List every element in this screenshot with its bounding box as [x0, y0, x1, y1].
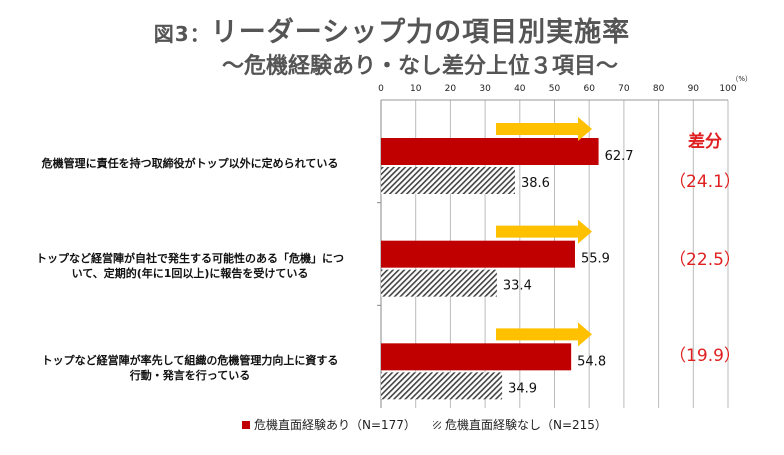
legend-swatch	[242, 421, 250, 429]
data-label: 38.6	[521, 176, 550, 191]
bar-series1	[381, 138, 599, 165]
unit-label: （%）	[731, 75, 752, 83]
difference-arrow	[496, 219, 592, 244]
category-label-line: トップなど経営陣が自社で発生する可能性のある「危機」につ	[36, 251, 344, 265]
data-label: 54.8	[577, 354, 606, 369]
legend-swatch	[433, 421, 441, 429]
x-tick-label: 70	[618, 84, 630, 94]
x-tick-label: 10	[410, 84, 422, 94]
category-label-line: 危機管理に責任を持つ取締役がトップ以外に定められている	[41, 156, 339, 170]
x-tick-label: 60	[583, 84, 595, 94]
category-label: トップなど経営陣が率先して組織の危機管理力向上に資する 行動・発言を行っている	[10, 353, 370, 383]
data-label: 62.7	[605, 149, 634, 164]
difference-arrow	[496, 117, 592, 141]
x-tick-label: 100	[719, 84, 736, 94]
x-tick-label: 80	[653, 84, 665, 94]
category-label-line: 行動・発言を行っている	[129, 369, 251, 383]
chart-subtitle: 〜危機経験あり・なし差分上位３項目〜	[221, 54, 618, 79]
diff-label: （22.5）	[669, 250, 741, 270]
x-tick-label: 0	[378, 84, 384, 94]
difference-arrow	[496, 322, 592, 347]
data-label: 55.9	[581, 252, 610, 267]
x-tick-label: 50	[549, 84, 561, 94]
data-label: 33.4	[503, 279, 532, 294]
title-text: リーダーシップ力の項目別実施率	[210, 17, 631, 48]
bar-series1	[381, 240, 575, 268]
x-tick-label: 90	[688, 84, 700, 94]
diff-header: 差分	[688, 132, 722, 152]
legend-item-series2: 危機直面経験なし（N=215）	[433, 416, 607, 433]
bar-series1	[381, 343, 572, 371]
chart-title: 図3：リーダーシップ力の項目別実施率	[0, 10, 784, 49]
category-label: 危機管理に責任を持つ取締役がトップ以外に定められている	[10, 156, 370, 171]
bar-series2	[381, 372, 503, 400]
x-tick-label: 20	[445, 84, 457, 94]
legend-label: 危機直面経験なし（N=215）	[445, 418, 607, 432]
x-tick-label: 40	[514, 84, 526, 94]
legend-item-series1: 危機直面経験あり（N=177）	[242, 416, 416, 433]
data-label: 34.9	[508, 381, 537, 396]
category-label-line: トップなど経営陣が率先して組織の危機管理力向上に資する	[41, 354, 339, 368]
x-tick-label: 30	[479, 84, 491, 94]
category-label: トップなど経営陣が自社で発生する可能性のある「危機」につ いて、定期的(年に1回以…	[10, 251, 370, 281]
figure-number: 図3：	[153, 22, 211, 46]
bar-series2	[381, 167, 515, 194]
legend-label: 危機直面経験あり（N=177）	[254, 418, 416, 432]
diff-label: （19.9）	[669, 346, 741, 366]
diff-label: （24.1）	[669, 172, 741, 192]
bar-series2	[381, 269, 497, 297]
category-label-line: いて、定期的(年に1回以上)に報告を受けている	[71, 266, 309, 280]
